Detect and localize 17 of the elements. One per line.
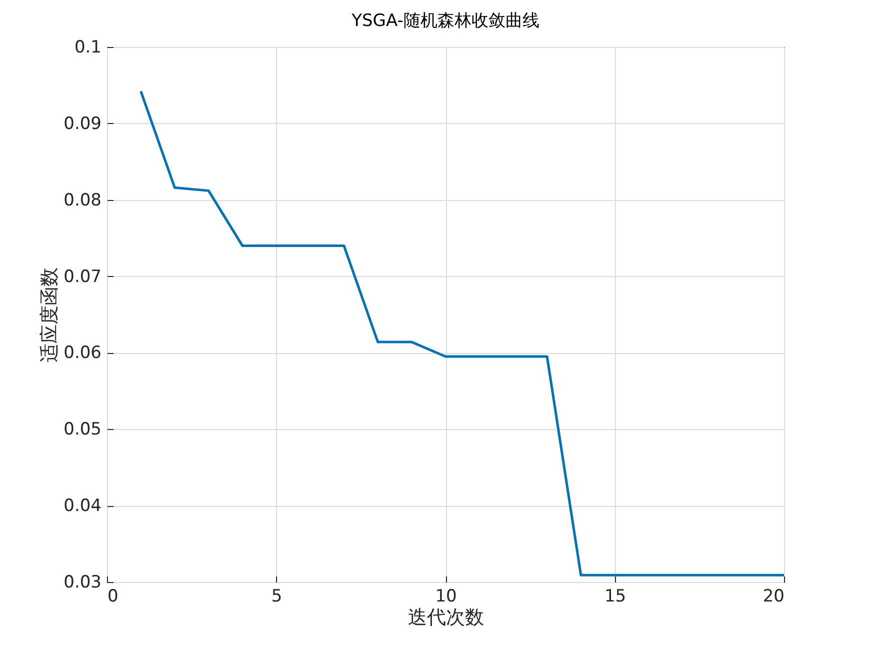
x-axis-title: 迭代次数 [408,608,484,628]
x-tick-label: 10 [435,586,457,606]
chart-title: YSGA-随机森林收敛曲线 [350,11,540,31]
x-tick-label: 15 [604,586,626,606]
y-tick-label: 0.1 [74,38,102,58]
x-tick-label: 5 [271,586,282,606]
y-tick-label: 0.04 [64,496,102,516]
y-tick-label: 0.05 [64,420,102,440]
y-tick-label: 0.08 [64,190,102,210]
y-tick-label: 0.03 [64,572,102,592]
line-series [140,90,786,576]
y-tick-label: 0.07 [64,266,102,287]
y-tick-label: 0.09 [64,114,102,134]
x-tick-label: 20 [762,586,784,606]
y-axis-title: 适应度函数 [38,268,61,362]
y-tick-label: 0.06 [64,343,102,364]
x-tick-label: 0 [108,586,118,606]
